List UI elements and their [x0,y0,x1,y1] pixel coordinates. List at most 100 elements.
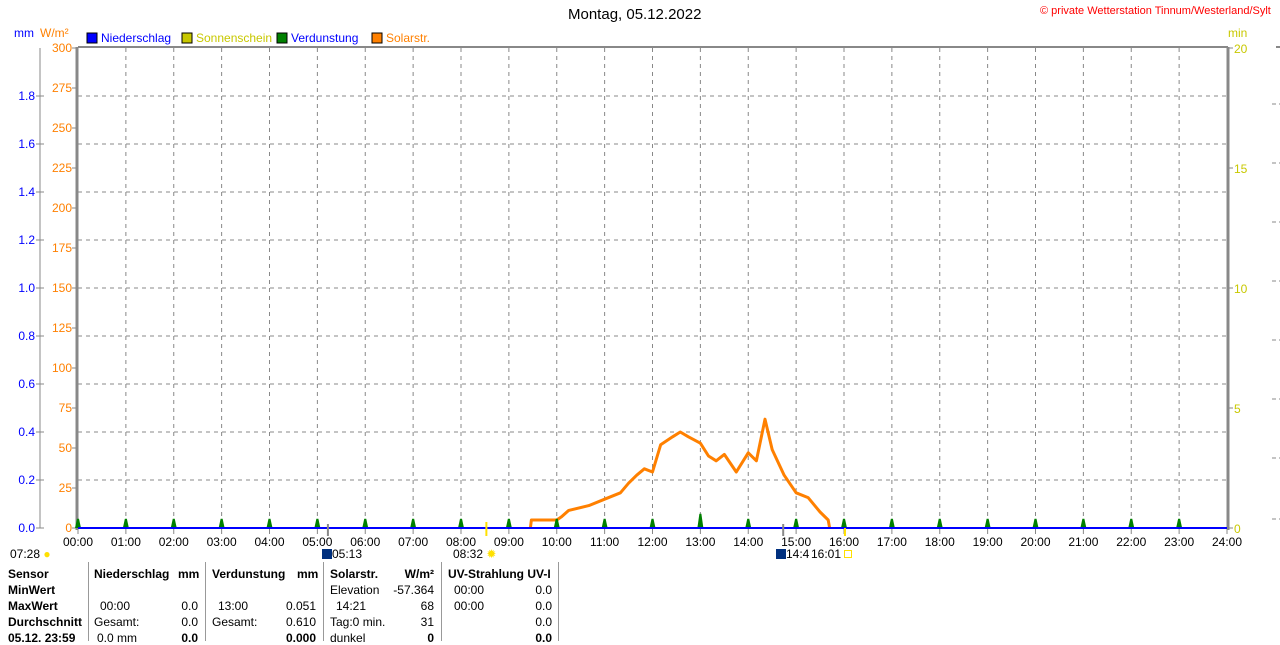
min-unit-label: min [1228,26,1247,40]
solar-tick-label: 150 [52,281,72,295]
solar-tick-label: 50 [59,441,73,455]
cell: 0.000 [285,631,316,645]
cell: 0.0 [181,599,198,613]
x-tick-label: 22:00 [1116,535,1146,549]
cell: 0.0 [535,631,552,645]
row-label: MinWert [8,583,56,597]
x-tick-label: 00:00 [63,535,93,549]
x-tick-label: 16:00 [829,535,859,549]
x-tick-label: 11:00 [590,535,619,549]
cell: 00:00 [454,583,485,597]
x-tick-label: 04:00 [254,535,284,549]
row-label: Durchschnitt [8,615,83,629]
cell: 31 [420,615,434,629]
cell: 0.0 [181,631,198,645]
x-tick-label: 10:00 [542,535,572,549]
cell: dunkel [330,631,366,645]
mm-tick-label: 0.6 [18,377,35,391]
x-tick-label: 23:00 [1164,535,1194,549]
evaporation-mark [745,518,752,528]
solar-unit-label: W/m² [40,26,69,40]
legend-label: Niederschlag [101,31,171,45]
cell: 0.0 [535,599,552,613]
mm-tick-label: 0.4 [18,425,35,439]
x-tick-label: 06:00 [350,535,380,549]
x-tick-label: 20:00 [1020,535,1050,549]
mm-tick-label: 1.8 [18,89,35,103]
cell: 0.0 [535,583,552,597]
sunrise: 08:32 ✹ [453,547,496,561]
mm-tick-label: 1.4 [18,185,35,199]
sunset-time: 16:01 [811,547,842,561]
sunrise-prev: 07:28 ● [10,547,51,561]
x-tick-label: 08:00 [446,535,476,549]
sunrise-time: 08:32 [453,547,484,561]
col-header: Solarstr. [330,567,379,581]
row-label: Sensor [8,567,49,581]
moonset-time: 14:4 [786,547,810,561]
evaporation-mark [505,518,512,528]
mm-tick-label: 1.0 [18,281,35,295]
col-unit: mm [178,567,200,581]
mm-tick-label: 0.8 [18,329,35,343]
x-tick-label: 14:00 [733,535,763,549]
cell: Tag:0 min. [330,615,386,629]
copyright: © private Wetterstation Tinnum/Westerlan… [1040,5,1271,17]
x-tick-label: 24:00 [1212,535,1242,549]
sunset-icon [844,550,853,558]
solar-tick-label: 125 [52,321,72,335]
x-tick-label: 18:00 [925,535,955,549]
legend-label: Sonnenschein [196,31,272,45]
sunrise-prev-time: 07:28 [10,547,41,561]
cell: 0.610 [285,615,316,629]
solar-tick-label: 100 [52,361,72,375]
evaporation-mark [1176,518,1183,528]
x-tick-label: 03:00 [207,535,237,549]
solar-line [528,417,832,529]
divider [323,562,324,641]
legend-label: Solarstr. [386,31,430,45]
evaporation-mark [936,518,943,528]
min-tick-label: 5 [1234,402,1241,416]
cell: 14:21 [336,599,367,613]
cell: 00:00 [100,599,131,613]
evaporation-mark [218,518,225,528]
legend-swatch [86,32,98,44]
divider [88,562,89,641]
solar-tick-label: 25 [59,481,73,495]
cell: -57.364 [393,583,434,597]
evaporation-mark [1080,518,1087,528]
x-tick-label: 21:00 [1068,535,1098,549]
mm-tick-label: 1.6 [18,137,35,151]
col-header: Verdunstung [212,567,286,581]
evaporation-mark [122,518,129,528]
solar-tick-label: 200 [52,201,72,215]
sun-icon: ✹ [486,547,497,561]
solar-tick-label: 225 [52,161,72,175]
cell: 00:00 [454,599,485,613]
evaporation-mark [601,518,608,528]
evaporation-mark [75,518,81,528]
moonset: 14:4 [776,547,809,561]
mm-unit-label: mm [14,26,34,40]
x-tick-label: 02:00 [159,535,189,549]
divider [558,562,559,641]
min-tick-label: 0 [1234,522,1241,536]
solar-tick-label: 250 [52,121,72,135]
x-tick-label: 13:00 [685,535,715,549]
evaporation-mark [410,518,417,528]
evaporation-mark [170,518,177,528]
mm-tick-label: 0.2 [18,473,35,487]
evaporation-mark [1032,518,1039,528]
evaporation-mark [649,518,656,528]
min-tick-label: 10 [1234,282,1248,296]
moon-icon [322,549,332,559]
solar-tick-label: 175 [52,241,72,255]
cell: 68 [420,599,434,613]
cell: Gesamt: [94,615,140,629]
legend-swatch [181,32,193,44]
evaporation-mark [362,518,369,528]
col-unit: mm [297,567,319,581]
sun-icon: ● [43,547,51,561]
solar-tick-label: 300 [52,41,72,55]
